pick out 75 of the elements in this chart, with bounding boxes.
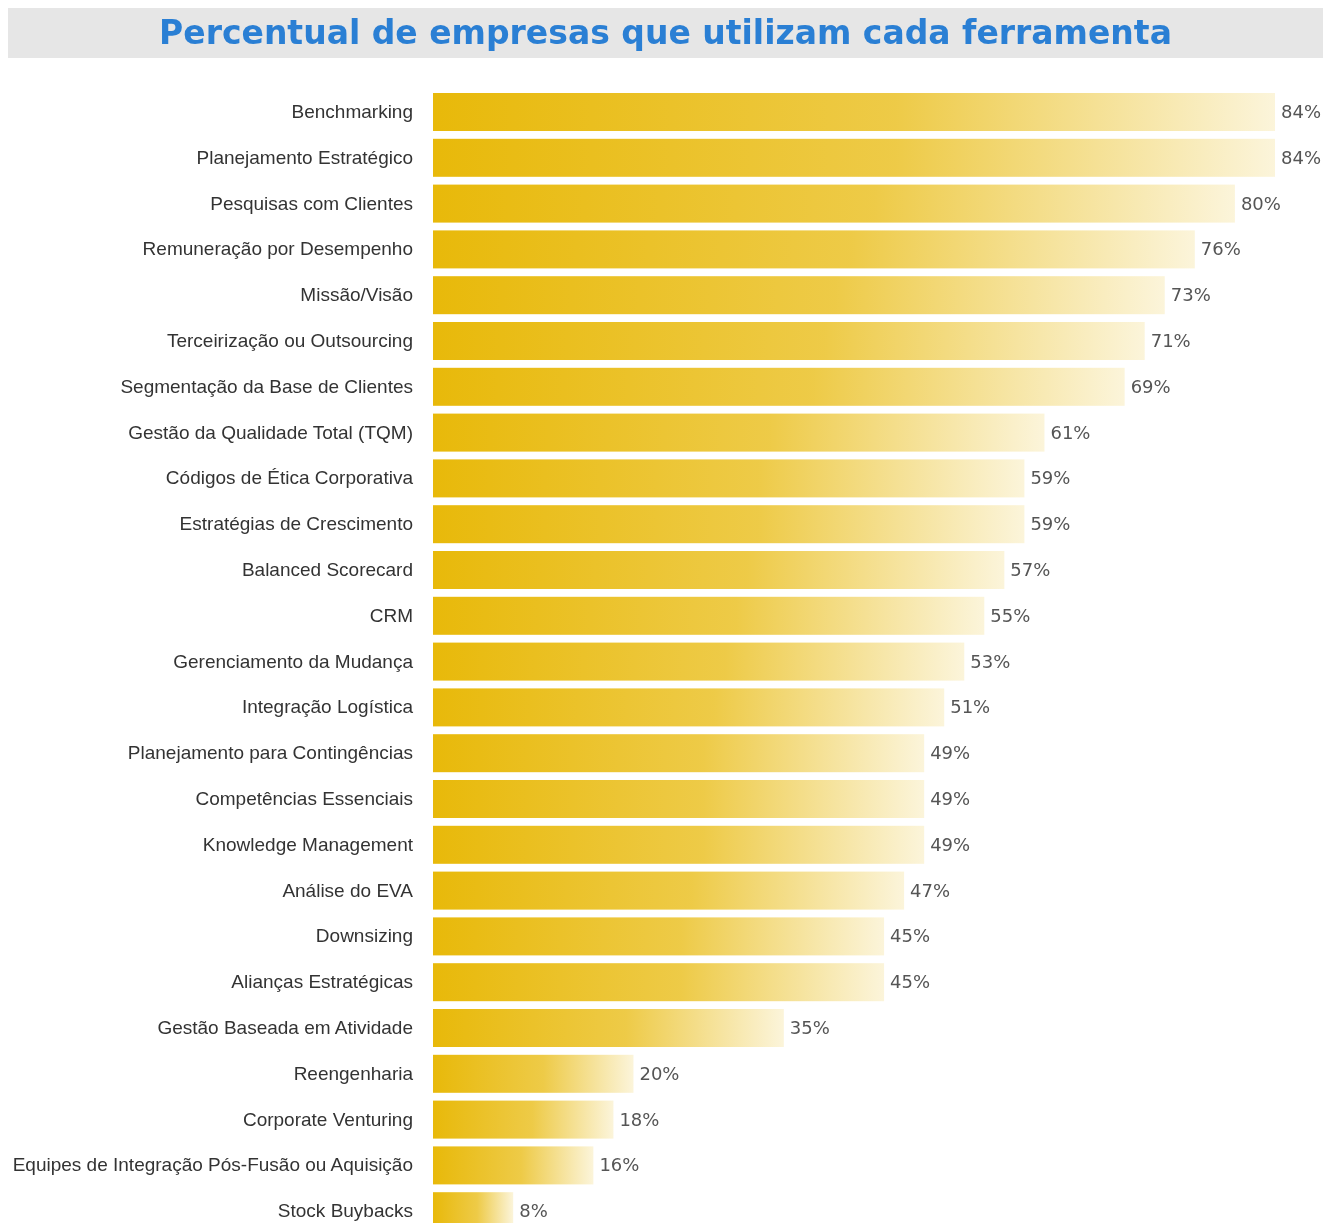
data-label: 55% bbox=[990, 604, 1031, 626]
y-tick-label: Downsizing bbox=[315, 925, 413, 947]
bar bbox=[433, 184, 1235, 223]
y-tick-label: Pesquisas com Clientes bbox=[210, 192, 413, 214]
data-label: 59% bbox=[1030, 513, 1071, 535]
data-label: 71% bbox=[1150, 330, 1191, 351]
data-label: 20% bbox=[639, 1062, 680, 1084]
y-tick-label: Estratégias de Crescimento bbox=[179, 513, 413, 535]
y-tick-label: Análise do EVA bbox=[282, 879, 414, 901]
data-label: 18% bbox=[619, 1108, 660, 1130]
y-tick-label: Knowledge Management bbox=[202, 833, 414, 855]
data-label: 80% bbox=[1240, 192, 1281, 214]
data-label: 76% bbox=[1200, 238, 1241, 260]
data-label: 84% bbox=[1281, 101, 1322, 122]
y-tick-label: Gerenciamento da Mudança bbox=[173, 650, 414, 672]
data-label: 8% bbox=[519, 1200, 548, 1222]
data-label: 45% bbox=[890, 925, 931, 947]
bar bbox=[433, 825, 925, 864]
bar bbox=[433, 93, 1275, 131]
bar bbox=[433, 917, 885, 956]
bar bbox=[433, 1146, 594, 1185]
data-label: 73% bbox=[1170, 284, 1211, 306]
y-tick-label: Benchmarking bbox=[291, 101, 413, 122]
bar bbox=[433, 505, 1025, 544]
bar bbox=[433, 734, 925, 773]
y-tick-label: Balanced Scorecard bbox=[241, 559, 413, 580]
y-tick-label: Segmentação da Base de Clientes bbox=[120, 375, 413, 397]
y-tick-label: Integração Logística bbox=[241, 696, 414, 718]
y-tick-label: Stock Buybacks bbox=[277, 1200, 413, 1222]
y-tick-label: Corporate Venturing bbox=[242, 1108, 413, 1130]
y-tick-label: Códigos de Ética Corporativa bbox=[165, 467, 414, 489]
data-label: 53% bbox=[970, 650, 1011, 672]
data-label: 16% bbox=[599, 1154, 640, 1176]
data-label: 49% bbox=[930, 742, 971, 764]
bar bbox=[433, 1054, 634, 1093]
y-tick-label: Gestão Baseada em Atividade bbox=[157, 1017, 413, 1038]
data-label: 35% bbox=[789, 1017, 830, 1038]
data-label: 49% bbox=[930, 833, 971, 855]
y-tick-label: Gestão da Qualidade Total (TQM) bbox=[128, 421, 413, 443]
bar bbox=[433, 780, 925, 818]
y-tick-label: Planejamento Estratégico bbox=[196, 146, 413, 168]
bar bbox=[433, 413, 1045, 452]
data-label: 69% bbox=[1130, 375, 1171, 397]
y-tick-label: Planejamento para Contingências bbox=[127, 742, 413, 764]
bar bbox=[433, 963, 885, 1002]
bar bbox=[433, 642, 965, 681]
bar bbox=[433, 322, 1145, 360]
bar bbox=[433, 459, 1025, 498]
data-label: 51% bbox=[950, 696, 991, 718]
data-label: 61% bbox=[1050, 421, 1091, 443]
y-tick-label: Competências Essenciais bbox=[195, 788, 413, 809]
bar bbox=[433, 551, 1005, 589]
y-tick-label: Terceirização ou Outsourcing bbox=[166, 330, 413, 351]
y-tick-label: Alianças Estratégicas bbox=[231, 971, 413, 993]
chart-title: Percentual de empresas que utilizam cada ferramenta bbox=[159, 13, 1172, 52]
data-label: 49% bbox=[930, 788, 971, 809]
bar bbox=[433, 1100, 614, 1139]
bar bbox=[433, 1009, 784, 1047]
data-label: 45% bbox=[890, 971, 931, 993]
y-tick-label: Missão/Visão bbox=[300, 284, 413, 306]
bar bbox=[433, 871, 905, 910]
bar bbox=[433, 688, 945, 727]
data-label: 84% bbox=[1281, 146, 1322, 168]
data-label: 59% bbox=[1030, 467, 1071, 489]
data-label: 57% bbox=[1010, 559, 1051, 580]
bar bbox=[433, 596, 985, 635]
bar bbox=[433, 276, 1165, 315]
data-label: 47% bbox=[910, 879, 951, 901]
bar bbox=[433, 138, 1275, 177]
bar bbox=[433, 230, 1195, 269]
y-tick-label: Remuneração por Desempenho bbox=[142, 238, 413, 260]
y-tick-label: Reengenharia bbox=[293, 1062, 414, 1084]
y-tick-label: CRM bbox=[369, 604, 413, 626]
bar bbox=[433, 367, 1125, 406]
y-tick-label: Equipes de Integração Pós-Fusão ou Aquisição bbox=[12, 1154, 413, 1176]
